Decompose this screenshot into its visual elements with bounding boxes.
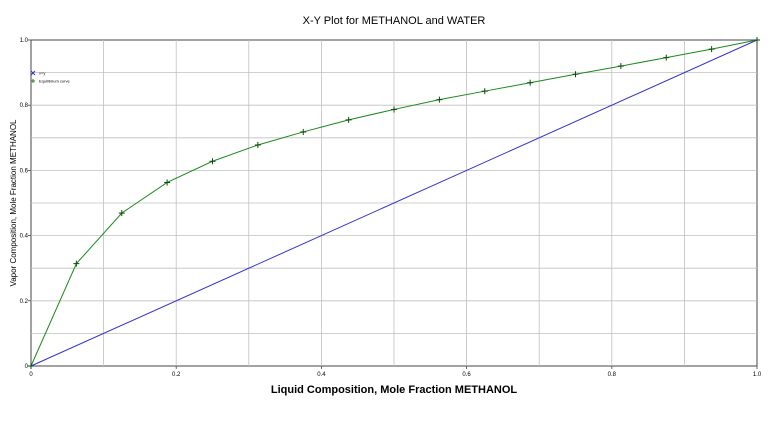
data-point bbox=[164, 179, 171, 186]
legend-label: x=y bbox=[39, 71, 45, 76]
data-point bbox=[481, 88, 488, 95]
x-axis-label: Liquid Composition, Mole Fraction METHAN… bbox=[271, 384, 518, 396]
y-tick-label: 0.4 bbox=[20, 234, 29, 240]
data-point bbox=[663, 54, 670, 61]
y-axis-label: Vapor Composition, Mole Fraction METHANO… bbox=[9, 119, 18, 287]
data-point bbox=[754, 37, 760, 43]
data-point bbox=[118, 210, 125, 217]
y-tick-label: 1.0 bbox=[20, 38, 29, 44]
data-point bbox=[254, 141, 261, 148]
grid-lines bbox=[31, 40, 757, 366]
data-point bbox=[300, 128, 307, 135]
data-point bbox=[209, 158, 216, 165]
data-point bbox=[617, 63, 624, 70]
x-tick-label: 0.6 bbox=[462, 372, 471, 378]
y-tick-label: 0.2 bbox=[20, 299, 29, 305]
data-point bbox=[708, 46, 715, 53]
x-axis-ticks: 0 0.2 0.4 0.6 0.8 1.0 bbox=[29, 366, 762, 378]
data-point bbox=[73, 260, 80, 267]
y-tick-label: 0.6 bbox=[20, 168, 29, 174]
y-tick-label: 0 bbox=[25, 364, 29, 370]
series-layer bbox=[28, 37, 760, 369]
legend-marker-x bbox=[30, 70, 36, 76]
x-tick-label: 0.8 bbox=[608, 372, 617, 378]
x-tick-label: 1.0 bbox=[753, 372, 762, 378]
y-tick-label: 0.8 bbox=[20, 103, 29, 109]
x-tick-label: 0 bbox=[29, 372, 33, 378]
data-point bbox=[28, 363, 34, 369]
data-point bbox=[391, 106, 397, 113]
x-tick-label: 0.4 bbox=[317, 372, 326, 378]
data-point bbox=[345, 116, 352, 123]
data-point bbox=[572, 71, 579, 78]
legend: x=y Equilibrium curve bbox=[30, 70, 70, 84]
chart-title: X-Y Plot for METHANOL and WATER bbox=[303, 15, 486, 27]
y-axis-ticks: 0 0.2 0.4 0.6 0.8 1.0 bbox=[20, 38, 31, 370]
data-point bbox=[527, 79, 534, 86]
data-point bbox=[436, 96, 443, 103]
series-line-1 bbox=[30, 39, 758, 367]
x-tick-label: 0.2 bbox=[172, 372, 181, 378]
legend-label: Equilibrium curve bbox=[39, 79, 70, 84]
